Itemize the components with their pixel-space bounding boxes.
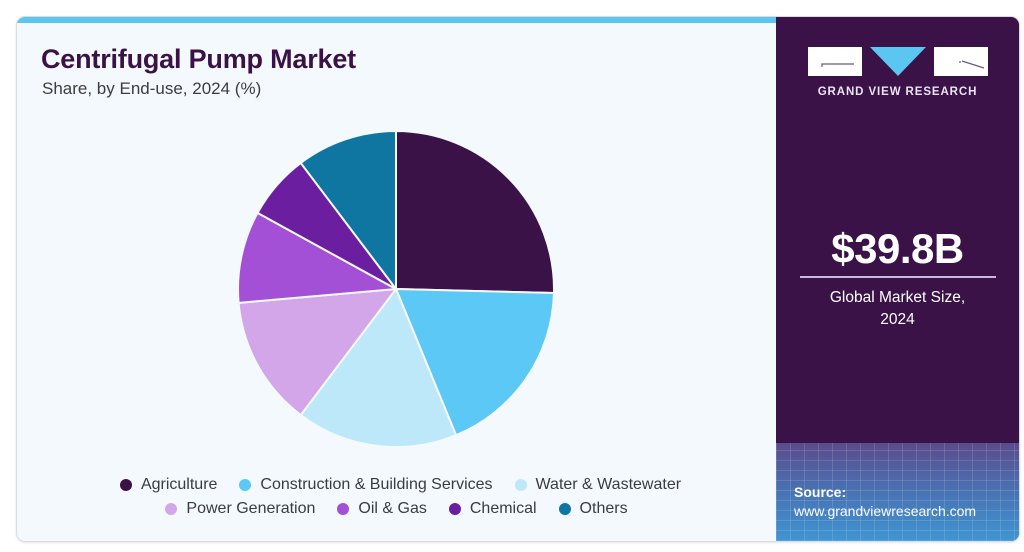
legend-dot-construction [239, 479, 252, 491]
legend-label: Agriculture [140, 476, 218, 493]
source-url[interactable]: www.grandviewresearch.com [794, 503, 977, 519]
chart-title: Centrifugal Pump Market [41, 44, 356, 74]
source-heading: Source: [794, 484, 847, 500]
legend-row-1: Agriculture Construction & Building Serv… [17, 476, 776, 494]
legend-label: Others [579, 500, 628, 517]
legend-label: Water & Wastewater [535, 476, 682, 493]
legend-item-construction: Construction & Building Services [239, 476, 493, 494]
legend-label: Power Generation [186, 500, 316, 517]
pie-slice-others [299, 130, 397, 290]
market-size-label: Global Market Size, 2024 [776, 287, 1019, 331]
legend-item-others: Others [558, 500, 628, 518]
legend-dot-agriculture [119, 479, 132, 491]
legend-dot-power [165, 503, 178, 515]
brand-name: GRAND VIEW RESEARCH [817, 86, 978, 98]
pie-slice-power-generation [237, 288, 397, 417]
market-size-label-line1: Global Market Size, [829, 289, 966, 306]
pie-chart [237, 130, 555, 448]
legend-row-2: Power Generation Oil & Gas Chemical Othe… [17, 500, 776, 518]
pie-slice-oil-gas [237, 211, 397, 304]
chart-subtitle: Share, by End-use, 2024 (%) [42, 79, 262, 98]
gvr-logo-icon [808, 47, 988, 76]
legend-item-chemical: Chemical [448, 500, 537, 518]
pie-slice-construction-building-services [395, 288, 555, 437]
legend-item-power: Power Generation [165, 500, 315, 518]
divider [800, 276, 996, 278]
info-panel: GRAND VIEW RESEARCH $39.8B Global Market… [776, 17, 1019, 541]
pie-slice-agriculture [395, 130, 555, 294]
chart-card: Centrifugal Pump Market Share, by End-us… [17, 17, 1019, 541]
legend-dot-oil-gas [337, 503, 350, 515]
legend-item-oil-gas: Oil & Gas [337, 500, 427, 518]
legend-label: Construction & Building Services [260, 476, 493, 493]
legend-dot-chemical [448, 503, 461, 515]
legend-item-agriculture: Agriculture [119, 476, 218, 494]
legend-label: Oil & Gas [358, 500, 427, 517]
legend-item-water: Water & Wastewater [514, 476, 682, 494]
legend-dot-water [514, 479, 527, 491]
accent-stripe [17, 17, 776, 23]
source-block: Source: www.grandviewresearch.com [794, 483, 976, 521]
market-size-value: $39.8B [831, 225, 964, 272]
market-size-label-line2: 2024 [880, 311, 915, 328]
grid-background [776, 443, 1019, 541]
pie-slice-water-wastewater [299, 288, 458, 448]
legend-dot-others [558, 503, 571, 515]
legend-label: Chemical [469, 500, 537, 517]
